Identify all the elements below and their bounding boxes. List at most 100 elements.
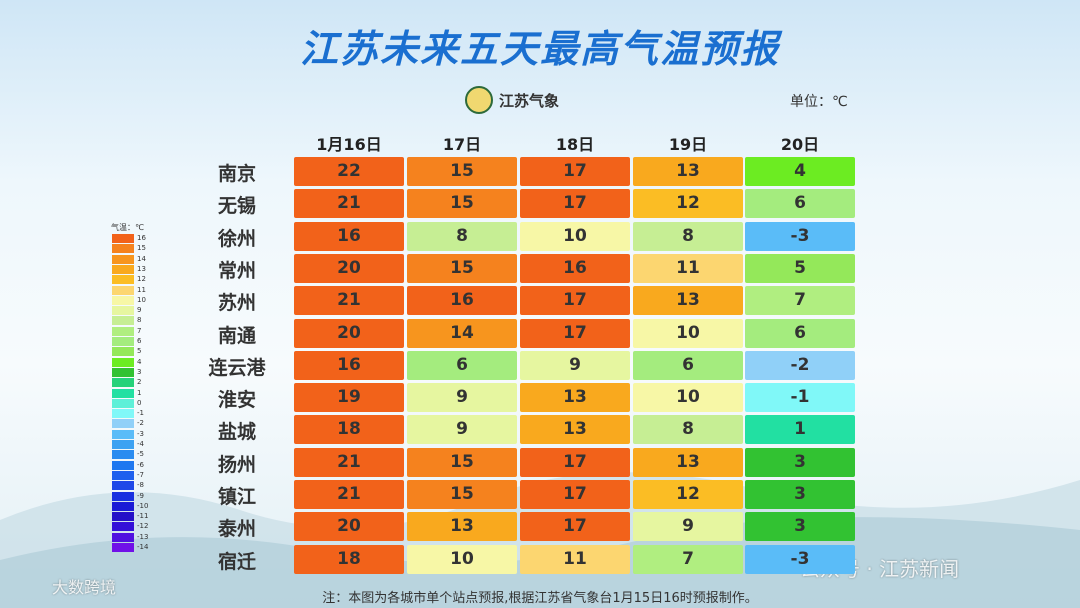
legend-label: 14 [137, 254, 146, 263]
legend-label: 7 [137, 326, 142, 335]
legend-label: -2 [137, 419, 144, 428]
temperature-cell: 4 [745, 157, 855, 186]
legend-label: 11 [137, 285, 146, 294]
city-label: 常州 [217, 259, 256, 282]
temperature-cell: 6 [633, 350, 743, 380]
temperature-cell: 13 [407, 512, 517, 542]
city-label: 无锡 [217, 195, 256, 218]
city-label: 南通 [217, 324, 256, 347]
temperature-cell: 17 [520, 189, 630, 219]
watermark: 大数跨境 [52, 578, 117, 597]
logo: 江苏气象 [465, 86, 559, 114]
legend-swatch [112, 450, 134, 460]
legend-swatch [112, 491, 134, 501]
column-header: 19日 [668, 135, 708, 154]
temperature-cell: 13 [633, 157, 743, 186]
temperature-cell: 3 [745, 447, 855, 477]
temperature-cell: 18 [294, 415, 404, 445]
legend-label: -4 [137, 440, 144, 448]
legend-swatch [112, 357, 134, 367]
temperature-cell: 15 [407, 447, 517, 477]
legend-swatch [112, 440, 134, 449]
temperature-cell: 9 [520, 350, 630, 380]
logo-text: 江苏气象 [499, 91, 560, 110]
temperature-cell: 13 [520, 415, 630, 445]
legend-label: 16 [137, 234, 146, 242]
temperature-cell: 6 [745, 189, 855, 219]
legend-swatch [112, 295, 134, 305]
temperature-cell: 17 [520, 447, 630, 477]
legend-label: 6 [137, 337, 142, 345]
legend-label: -11 [137, 512, 149, 521]
temperature-cell: 9 [407, 415, 517, 445]
legend-label: 5 [137, 347, 142, 356]
legend-swatch [112, 522, 134, 532]
city-label: 徐州 [217, 227, 256, 250]
legend-swatch [112, 367, 134, 377]
legend-label: -13 [137, 532, 149, 541]
temperature-cell: 20 [294, 253, 404, 283]
city-label: 扬州 [217, 453, 256, 476]
legend-swatch [112, 337, 134, 346]
legend-swatch [112, 532, 134, 542]
legend-label: 12 [137, 275, 146, 284]
temperature-cell: 15 [407, 157, 517, 186]
column-header: 17日 [442, 135, 482, 154]
legend-label: 4 [137, 357, 142, 366]
legend-label: 8 [137, 316, 142, 325]
legend-title: 气温：℃ [111, 223, 144, 232]
legend-label: -6 [137, 460, 144, 469]
legend-label: -3 [137, 429, 144, 438]
legend-swatch [112, 409, 134, 419]
temperature-cell: 11 [520, 544, 630, 574]
temperature-cell: 12 [633, 189, 743, 219]
legend-label: -5 [137, 450, 144, 459]
legend-swatch [112, 429, 134, 439]
legend-swatch [112, 470, 134, 480]
temperature-cell: 9 [407, 383, 517, 413]
title: 江苏未来五天最高气温预报 [299, 27, 780, 71]
legend-swatch [112, 234, 134, 243]
temperature-cell: 16 [520, 253, 630, 283]
temperature-cell: 15 [407, 480, 517, 509]
temperature-cell: 9 [633, 512, 743, 542]
city-label: 南京 [217, 163, 256, 185]
city-label: 宿迁 [217, 550, 256, 573]
temperature-cell: 17 [520, 286, 630, 316]
legend-label: -1 [137, 409, 144, 418]
legend-swatch [112, 481, 134, 491]
legend-label: -12 [137, 522, 149, 531]
legend-label: -7 [137, 470, 144, 479]
temperature-cell: 21 [294, 189, 404, 219]
unit: 单位：℃ [790, 94, 848, 110]
legend-swatch [112, 285, 134, 295]
temperature-cell: 16 [294, 221, 404, 251]
legend-swatch [112, 543, 134, 552]
legend-swatch [112, 316, 134, 326]
column-header: 18日 [555, 135, 595, 154]
temperature-cell: 7 [633, 544, 743, 574]
temperature-cell: 16 [407, 286, 517, 316]
temperature-cell: 18 [294, 544, 404, 574]
legend-label: 1 [137, 388, 142, 397]
temperature-cell: 17 [520, 512, 630, 542]
note: 注：本图为各城市单个站点预报,根据江苏省气象台1月15日16时预报制作。 [322, 591, 758, 606]
temperature-cell: 10 [633, 318, 743, 348]
legend-label: 9 [137, 306, 142, 315]
temperature-cell: 1 [745, 415, 855, 445]
temperature-cell: 6 [407, 350, 517, 380]
temperature-cell: 10 [407, 544, 517, 574]
temperature-cell: -3 [745, 221, 855, 251]
legend-label: -9 [137, 491, 144, 500]
legend-swatch [112, 378, 134, 388]
column-header: 1月16日 [316, 135, 382, 154]
temperature-cell: 8 [407, 221, 517, 251]
temperature-cell: 13 [633, 447, 743, 477]
temperature-cell: 21 [294, 447, 404, 477]
temperature-cell: -1 [745, 383, 855, 413]
legend-label: 10 [137, 295, 146, 304]
legend-label: -10 [137, 501, 149, 510]
temperature-cell: 21 [294, 286, 404, 316]
temperature-cell: 15 [407, 253, 517, 283]
